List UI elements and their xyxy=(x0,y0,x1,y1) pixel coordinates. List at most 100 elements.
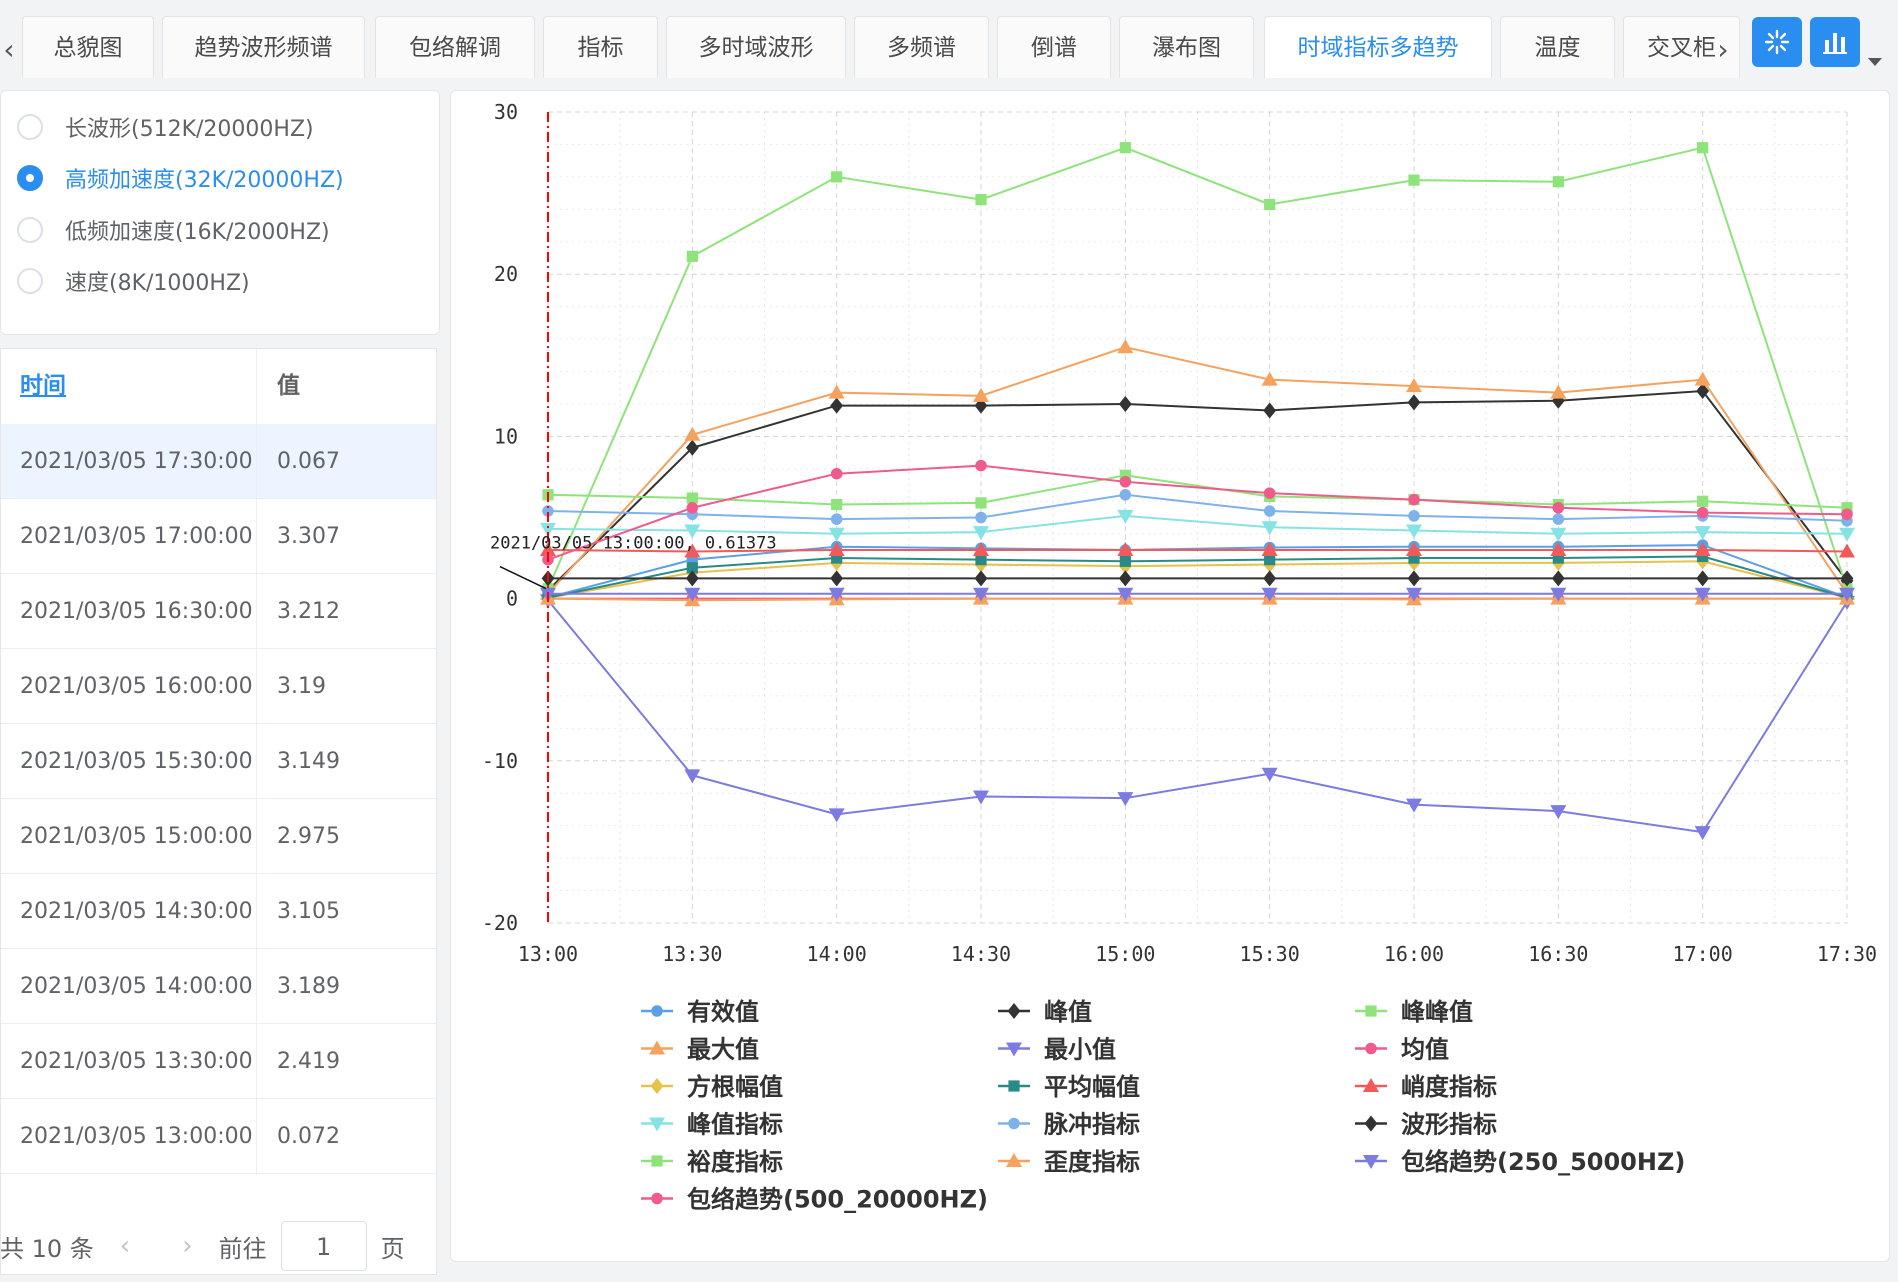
tab-waterfall[interactable]: 瀑布图 xyxy=(1119,16,1254,78)
data-point[interactable] xyxy=(1117,541,1134,556)
data-point[interactable] xyxy=(686,502,699,514)
radio-high-freq-acceleration[interactable]: 高频加速度(32K/20000HZ) xyxy=(17,158,344,198)
data-point[interactable] xyxy=(1697,495,1709,507)
legend-item-label[interactable]: 包络趋势(250_5000HZ) xyxy=(1401,1148,1685,1176)
data-point[interactable] xyxy=(1408,493,1420,506)
tab-indicators[interactable]: 指标 xyxy=(543,16,658,78)
data-point[interactable] xyxy=(1407,570,1421,587)
data-point[interactable] xyxy=(1840,570,1854,587)
data-point[interactable] xyxy=(1119,142,1131,154)
data-point[interactable] xyxy=(1550,527,1567,542)
data-point[interactable] xyxy=(1552,513,1565,525)
data-point[interactable] xyxy=(1406,524,1422,539)
legend-marker[interactable] xyxy=(1363,1155,1379,1169)
data-point[interactable] xyxy=(540,522,556,537)
data-point[interactable] xyxy=(973,587,989,602)
data-point[interactable] xyxy=(1261,767,1278,782)
legend-marker[interactable] xyxy=(1006,1042,1022,1057)
legend-item-label[interactable]: 有效值 xyxy=(687,998,759,1026)
table-row[interactable]: 2021/03/05 16:00:00 3.19 xyxy=(1,649,436,724)
legend-item-label[interactable]: 最小值 xyxy=(1044,1036,1116,1064)
legend-marker[interactable] xyxy=(1363,1078,1379,1092)
data-point[interactable] xyxy=(1408,552,1420,564)
table-row[interactable]: 2021/03/05 13:00:00 0.072 xyxy=(1,1099,436,1174)
radio-circle[interactable] xyxy=(17,114,43,140)
data-point[interactable] xyxy=(1696,382,1710,399)
page-number-input[interactable]: 1 xyxy=(280,1221,367,1271)
radio-circle[interactable] xyxy=(17,165,43,191)
data-point[interactable] xyxy=(1408,174,1420,186)
data-point[interactable] xyxy=(828,384,845,399)
data-point[interactable] xyxy=(1406,378,1422,393)
legend-item-label[interactable]: 脉冲指标 xyxy=(1043,1111,1140,1139)
legend-item-label[interactable]: 波形指标 xyxy=(1401,1111,1497,1139)
table-row[interactable]: 2021/03/05 15:30:00 3.149 xyxy=(1,724,436,799)
data-point[interactable] xyxy=(975,511,987,524)
data-point[interactable] xyxy=(830,570,844,587)
tab-time-domain-multi-trend[interactable]: 时域指标多趋势 xyxy=(1264,16,1492,78)
legend-item-label[interactable]: 歪度指标 xyxy=(1044,1148,1140,1176)
data-point[interactable] xyxy=(831,498,843,511)
table-row[interactable]: 2021/03/05 17:30:00 0.067 xyxy=(1,424,436,499)
data-point[interactable] xyxy=(1841,508,1853,521)
tab-cross-cabinet[interactable]: 交叉柜 xyxy=(1623,16,1740,78)
radio-velocity[interactable]: 速度(8K/1000HZ) xyxy=(17,261,250,301)
tab-scroll-left-icon[interactable]: ‹ xyxy=(3,33,15,66)
data-point[interactable] xyxy=(1119,469,1131,481)
radio-low-freq-acceleration[interactable]: 低频加速度(16K/2000HZ) xyxy=(17,210,330,250)
data-point[interactable] xyxy=(1694,541,1711,556)
data-point[interactable] xyxy=(1117,587,1134,602)
data-point[interactable] xyxy=(831,171,843,183)
legend-marker[interactable] xyxy=(651,1155,663,1167)
legend-item-label[interactable]: 平均幅值 xyxy=(1044,1073,1140,1101)
data-point[interactable] xyxy=(1261,371,1278,386)
legend-marker[interactable] xyxy=(1006,1153,1022,1167)
data-point[interactable] xyxy=(1117,509,1134,524)
data-point[interactable] xyxy=(973,541,989,556)
data-point[interactable] xyxy=(1696,570,1710,587)
data-point[interactable] xyxy=(1408,510,1420,522)
legend-item-label[interactable]: 峰峰值 xyxy=(1401,998,1473,1026)
caret-down-icon[interactable] xyxy=(1866,56,1884,68)
bar-chart-button[interactable] xyxy=(1810,17,1860,67)
legend-marker[interactable] xyxy=(649,1040,665,1055)
legend-item-label[interactable]: 峭度指标 xyxy=(1401,1073,1497,1101)
data-point[interactable] xyxy=(1697,142,1709,154)
data-point[interactable] xyxy=(684,524,701,539)
tab-overview[interactable]: 总貌图 xyxy=(22,16,154,78)
data-point[interactable] xyxy=(1841,502,1853,514)
data-point[interactable] xyxy=(1261,587,1278,602)
radio-long-waveform[interactable]: 长波形(512K/20000HZ) xyxy=(17,107,314,147)
legend-item-label[interactable]: 包络趋势(500_20000HZ) xyxy=(687,1186,988,1214)
data-point[interactable] xyxy=(1550,384,1567,399)
data-point[interactable] xyxy=(684,769,701,784)
data-point[interactable] xyxy=(828,808,845,823)
legend-item-label[interactable]: 裕度指标 xyxy=(687,1148,783,1176)
tab-multi-spectrum[interactable]: 多频谱 xyxy=(854,16,989,78)
data-point[interactable] xyxy=(542,505,554,517)
data-point[interactable] xyxy=(686,492,698,504)
data-point[interactable] xyxy=(830,467,843,480)
data-point[interactable] xyxy=(1696,506,1709,519)
data-point[interactable] xyxy=(684,426,701,441)
data-point[interactable] xyxy=(1119,489,1132,501)
data-point[interactable] xyxy=(975,497,987,509)
legend-marker[interactable] xyxy=(1364,1115,1378,1132)
legend-item-label[interactable]: 方根幅值 xyxy=(687,1073,783,1101)
table-row[interactable]: 2021/03/05 14:00:00 3.189 xyxy=(1,949,436,1024)
legend-marker[interactable] xyxy=(651,1192,663,1205)
data-point[interactable] xyxy=(1407,394,1421,411)
data-point[interactable] xyxy=(684,543,701,558)
tab-temperature[interactable]: 温度 xyxy=(1500,16,1615,78)
data-point[interactable] xyxy=(975,554,987,566)
data-point[interactable] xyxy=(1264,554,1276,566)
data-point[interactable] xyxy=(1119,555,1131,567)
data-point[interactable] xyxy=(540,541,556,556)
tab-envelope-demodulation[interactable]: 包络解调 xyxy=(375,16,535,78)
tab-scroll-right-icon[interactable]: › xyxy=(1717,33,1729,66)
table-row[interactable]: 2021/03/05 15:00:00 2.975 xyxy=(1,799,436,874)
data-point[interactable] xyxy=(1552,552,1564,564)
data-point[interactable] xyxy=(974,570,988,587)
data-point[interactable] xyxy=(685,570,699,587)
data-point[interactable] xyxy=(1263,570,1277,587)
